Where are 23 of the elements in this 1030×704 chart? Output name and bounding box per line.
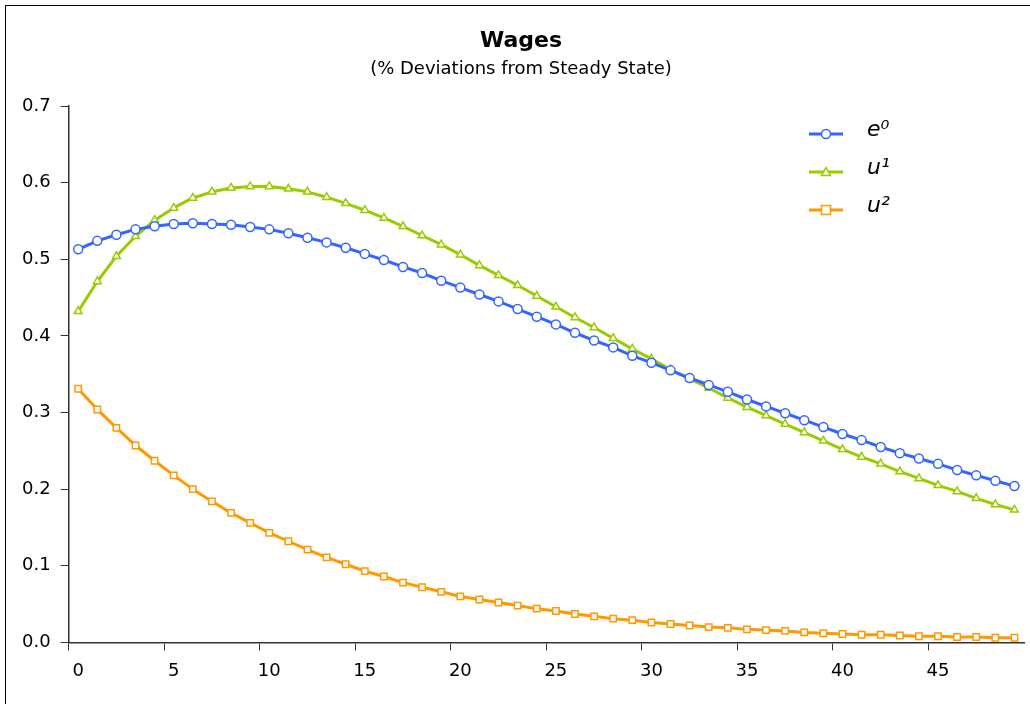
x-tick-label: 35 bbox=[735, 658, 759, 680]
legend-label: u² bbox=[867, 191, 890, 217]
legend-label: e⁰ bbox=[867, 115, 890, 141]
y-tick-label: 0.5 bbox=[21, 246, 51, 268]
x-tick-label: 20 bbox=[448, 658, 472, 680]
x-tick-label: 10 bbox=[257, 658, 281, 680]
legend-label: u¹ bbox=[867, 153, 890, 179]
x-tick-label: 45 bbox=[926, 658, 950, 680]
y-tick-label: 0.0 bbox=[21, 630, 51, 652]
chart-title: Wages bbox=[479, 26, 563, 52]
y-tick-label: 0.2 bbox=[21, 476, 51, 498]
y-tick-label: 0.1 bbox=[21, 553, 51, 575]
chart-subtitle: (% Deviations from Steady State) bbox=[370, 56, 672, 78]
x-tick-label: 40 bbox=[831, 658, 854, 680]
x-tick-label: 0 bbox=[72, 658, 84, 680]
x-tick-label: 5 bbox=[167, 658, 180, 680]
x-tick-label: 15 bbox=[353, 658, 377, 680]
y-tick-label: 0.4 bbox=[21, 323, 51, 345]
y-tick-label: 0.6 bbox=[21, 170, 51, 192]
y-tick-label: 0.7 bbox=[21, 93, 51, 115]
x-tick-label: 25 bbox=[544, 658, 568, 680]
y-tick-label: 0.3 bbox=[21, 400, 51, 422]
x-tick-label: 30 bbox=[639, 658, 663, 680]
